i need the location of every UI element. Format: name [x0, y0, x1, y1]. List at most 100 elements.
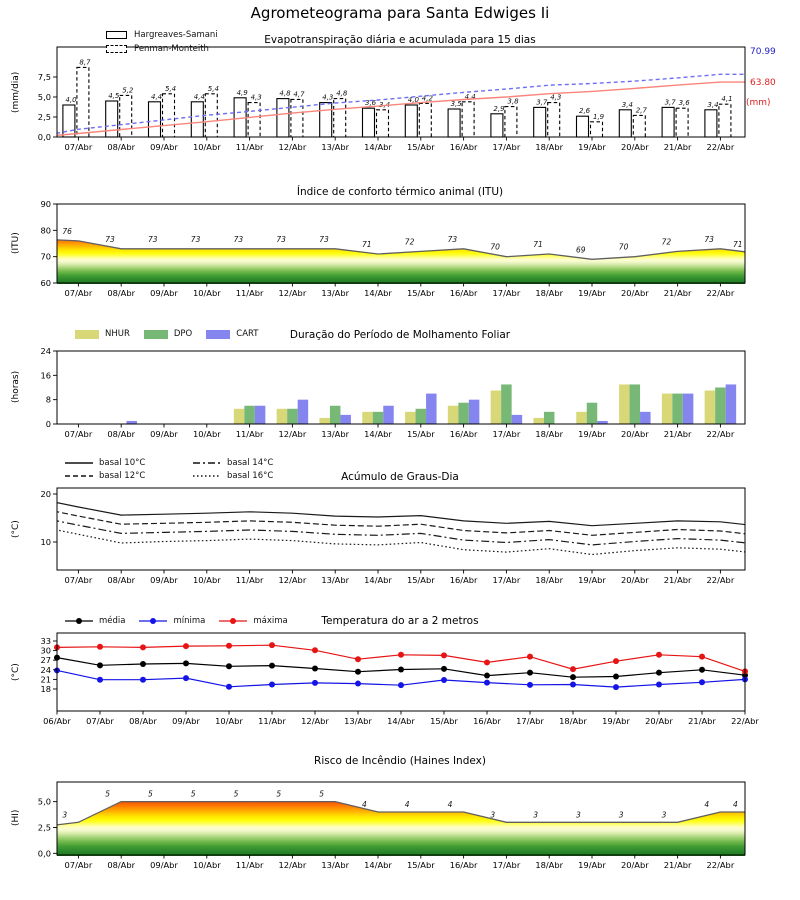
- svg-text:11/Abr: 11/Abr: [236, 142, 264, 152]
- temperature-legend: média mínima máxima: [64, 616, 288, 626]
- svg-text:3,4: 3,4: [707, 101, 718, 109]
- svg-text:5: 5: [105, 790, 110, 799]
- svg-text:2,7: 2,7: [636, 106, 648, 114]
- svg-text:18/Abr: 18/Abr: [535, 429, 563, 439]
- svg-text:10/Abr: 10/Abr: [193, 429, 221, 439]
- svg-text:20/Abr: 20/Abr: [621, 288, 649, 298]
- svg-text:0,0: 0,0: [38, 132, 51, 142]
- itu-panel: 76 73 73 73 73 73 73 71 72 73 70 71 69 70 72 73 71 07/Abr…: [40, 199, 746, 298]
- svg-text:4,3: 4,3: [322, 94, 333, 102]
- svg-text:08/Abr: 08/Abr: [107, 142, 135, 152]
- svg-text:5: 5: [191, 790, 196, 799]
- svg-text:16: 16: [40, 370, 51, 380]
- svg-text:16/Abr: 16/Abr: [450, 288, 478, 298]
- degreeday-legend-row-1: basal 10°C basal 14°C: [64, 458, 273, 468]
- svg-text:72: 72: [662, 237, 672, 246]
- svg-text:5: 5: [276, 790, 281, 799]
- svg-text:4,5: 4,5: [108, 92, 120, 100]
- dashdot-line-icon: [193, 462, 221, 464]
- svg-text:12/Abr: 12/Abr: [279, 142, 307, 152]
- svg-text:3,4: 3,4: [622, 101, 633, 109]
- haines-y-axis-label: (HI): [11, 809, 21, 827]
- legend-label-basal10: basal 10°C: [99, 458, 146, 468]
- svg-text:09/Abr: 09/Abr: [150, 288, 178, 298]
- svg-text:4: 4: [704, 800, 709, 809]
- svg-text:22/Abr: 22/Abr: [707, 288, 735, 298]
- svg-text:16/Abr: 16/Abr: [450, 429, 478, 439]
- svg-text:4,2: 4,2: [422, 94, 434, 102]
- svg-text:8: 8: [46, 395, 51, 405]
- svg-text:27: 27: [40, 655, 51, 665]
- degreeday-legend: basal 10°C basal 14°C basal 12°C basal 1…: [64, 458, 273, 481]
- svg-text:14/Abr: 14/Abr: [387, 716, 415, 726]
- legend-label-basal16: basal 16°C: [227, 471, 274, 481]
- degreeday-title: Acúmulo de Graus-Dia: [341, 471, 459, 483]
- svg-text:4: 4: [362, 800, 367, 809]
- svg-text:3,4: 3,4: [379, 101, 390, 109]
- svg-text:4,0: 4,0: [65, 96, 77, 104]
- svg-text:15/Abr: 15/Abr: [407, 860, 435, 870]
- svg-text:19/Abr: 19/Abr: [578, 288, 606, 298]
- svg-text:08/Abr: 08/Abr: [107, 429, 135, 439]
- svg-text:07/Abr: 07/Abr: [65, 860, 93, 870]
- svg-text:19/Abr: 19/Abr: [578, 860, 606, 870]
- svg-text:22/Abr: 22/Abr: [707, 575, 735, 585]
- svg-text:20/Abr: 20/Abr: [621, 575, 649, 585]
- svg-text:33: 33: [40, 636, 51, 646]
- svg-text:18: 18: [40, 684, 51, 694]
- svg-text:80: 80: [40, 225, 51, 235]
- svg-text:71: 71: [733, 240, 743, 249]
- svg-text:06/Abr: 06/Abr: [43, 716, 71, 726]
- legend-item-penman: Penman-Monteith: [106, 44, 218, 54]
- svg-text:12/Abr: 12/Abr: [279, 429, 307, 439]
- cart-swatch-icon: [206, 329, 231, 339]
- svg-text:07/Abr: 07/Abr: [86, 716, 114, 726]
- svg-text:5,4: 5,4: [165, 85, 176, 93]
- dashed-line-icon: [65, 475, 93, 477]
- itu-y-axis-label: (ITU): [11, 232, 21, 254]
- svg-text:73: 73: [148, 235, 158, 244]
- svg-text:0: 0: [46, 419, 51, 429]
- svg-text:4,1: 4,1: [721, 95, 732, 103]
- svg-text:19/Abr: 19/Abr: [602, 716, 630, 726]
- svg-text:60: 60: [40, 278, 51, 288]
- svg-text:14/Abr: 14/Abr: [364, 288, 392, 298]
- svg-text:15/Abr: 15/Abr: [407, 288, 435, 298]
- svg-text:5,0: 5,0: [38, 797, 51, 807]
- svg-text:08/Abr: 08/Abr: [107, 860, 135, 870]
- svg-text:71: 71: [362, 240, 372, 249]
- itu-title: Índice de conforto térmico animal (ITU): [296, 186, 504, 198]
- svg-text:14/Abr: 14/Abr: [364, 860, 392, 870]
- svg-text:3: 3: [490, 810, 495, 819]
- svg-text:21/Abr: 21/Abr: [688, 716, 716, 726]
- svg-text:14/Abr: 14/Abr: [364, 429, 392, 439]
- svg-text:20/Abr: 20/Abr: [621, 429, 649, 439]
- svg-text:21/Abr: 21/Abr: [664, 575, 692, 585]
- dpo-swatch-icon: [143, 329, 168, 339]
- svg-text:20: 20: [40, 489, 51, 499]
- svg-text:16/Abr: 16/Abr: [450, 142, 478, 152]
- wetness-panel: 07/Abr 08/Abr 09/Abr 10/Abr 11/Abr 12/Abr 13/A…: [40, 346, 746, 439]
- svg-text:22/Abr: 22/Abr: [707, 860, 735, 870]
- svg-text:3,8: 3,8: [507, 98, 519, 106]
- svg-text:07/Abr: 07/Abr: [65, 288, 93, 298]
- svg-text:17/Abr: 17/Abr: [493, 288, 521, 298]
- svg-text:16/Abr: 16/Abr: [450, 575, 478, 585]
- legend-item-maxima: máxima: [218, 616, 288, 626]
- legend-item-basal16: basal 16°C: [192, 471, 273, 481]
- svg-text:73: 73: [319, 235, 329, 244]
- eto-y-axis-label: (mm/dia): [11, 71, 21, 113]
- svg-text:2,9: 2,9: [493, 105, 505, 113]
- svg-text:09/Abr: 09/Abr: [172, 716, 200, 726]
- svg-text:09/Abr: 09/Abr: [150, 429, 178, 439]
- maxima-line-dot-icon: [219, 618, 248, 624]
- legend-label-minima: mínima: [173, 616, 206, 626]
- svg-text:30: 30: [40, 646, 51, 656]
- svg-text:24: 24: [40, 346, 51, 356]
- nhur-swatch-icon: [75, 329, 99, 339]
- svg-text:3: 3: [619, 810, 624, 819]
- svg-text:5: 5: [234, 790, 239, 799]
- svg-text:11/Abr: 11/Abr: [258, 716, 286, 726]
- svg-text:08/Abr: 08/Abr: [107, 288, 135, 298]
